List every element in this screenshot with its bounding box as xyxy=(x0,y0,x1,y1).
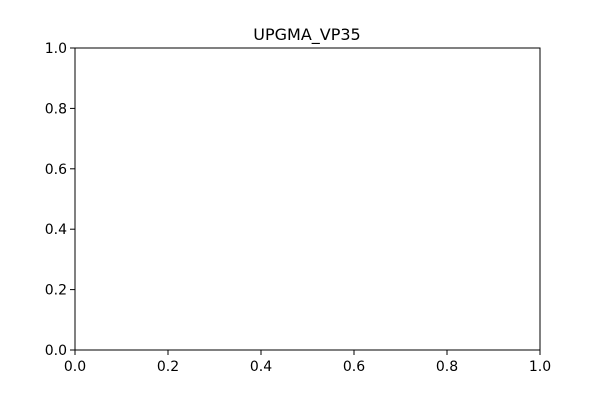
plot-area xyxy=(74,47,541,351)
chart-title: UPGMA_VP35 xyxy=(253,25,360,45)
y-tick-label: 0.2 xyxy=(45,283,67,299)
y-axis: 0.0 0.2 0.4 0.6 0.8 1.0 xyxy=(45,41,75,359)
y-tick-label: 0.0 xyxy=(45,343,67,359)
x-tick-label: 0.6 xyxy=(343,359,365,375)
y-tick-label: 0.6 xyxy=(45,162,67,178)
x-tick-label: 0.2 xyxy=(157,359,179,375)
x-tick-label: 1.0 xyxy=(529,359,551,375)
x-tick-label: 0.8 xyxy=(436,359,458,375)
x-tick-label: 0.0 xyxy=(64,359,86,375)
y-tick-label: 0.4 xyxy=(45,222,67,238)
x-axis: 0.0 0.2 0.4 0.6 0.8 1.0 xyxy=(64,350,551,375)
y-tick-label: 1.0 xyxy=(45,41,67,57)
x-tick-label: 0.4 xyxy=(250,359,272,375)
y-tick-label: 0.8 xyxy=(45,101,67,117)
